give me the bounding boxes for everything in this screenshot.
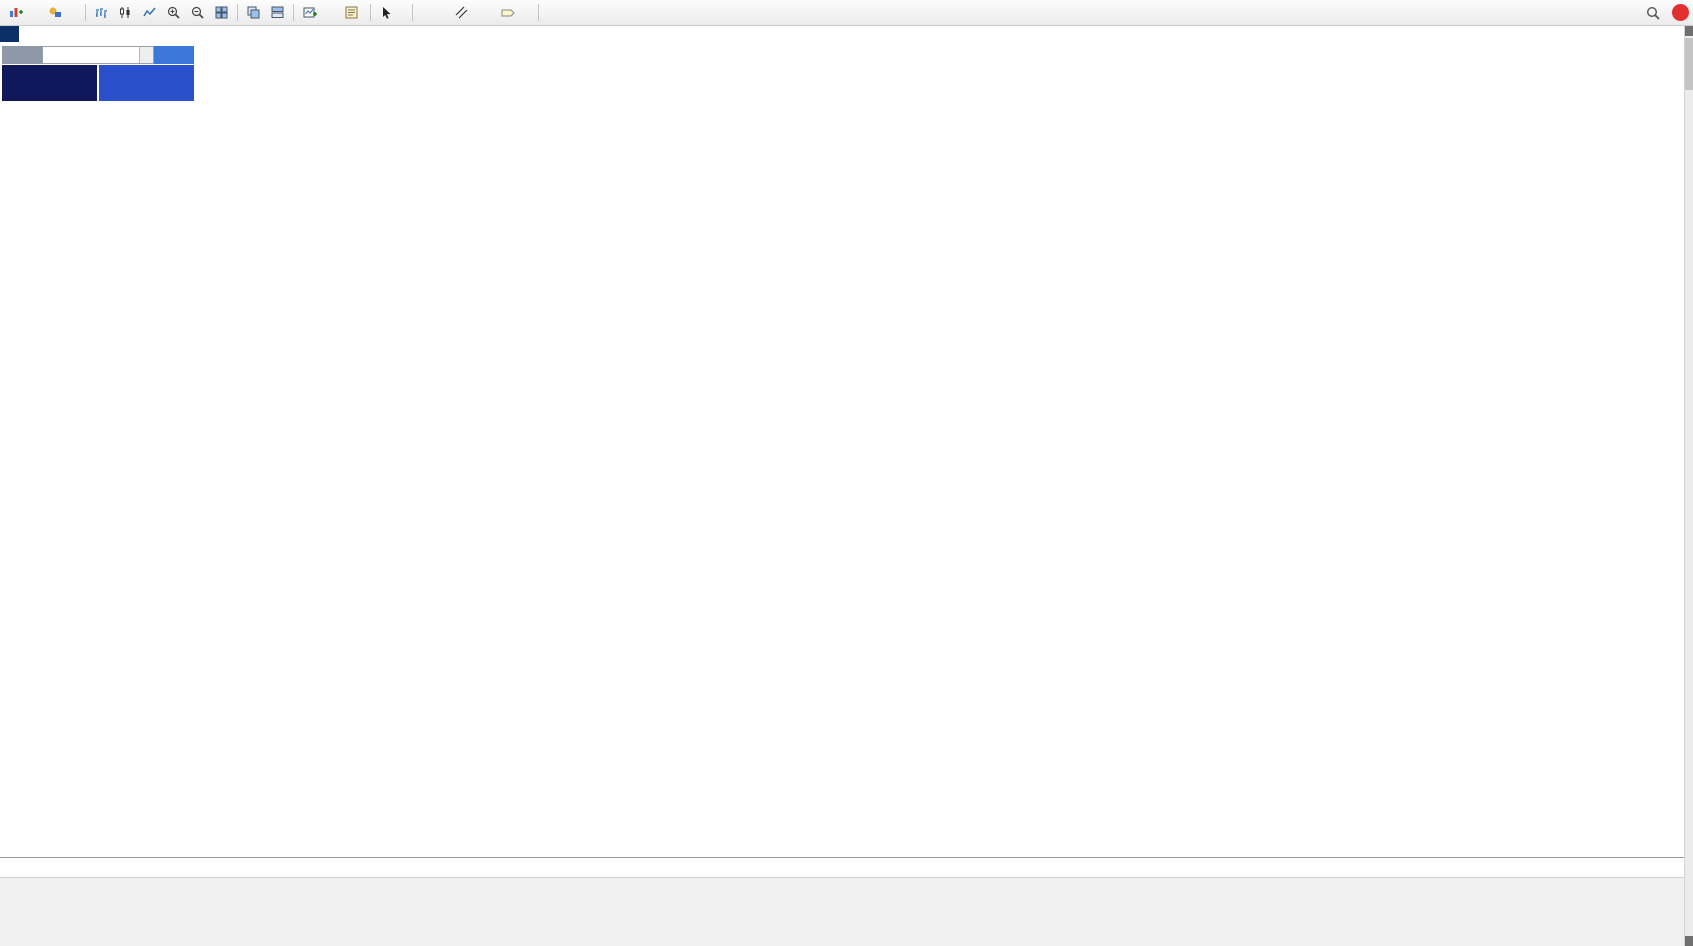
line-chart-button[interactable] <box>138 3 161 23</box>
toolbar-separator <box>412 4 413 21</box>
toolbar-separator <box>237 4 238 21</box>
text-tool-button[interactable] <box>485 3 495 23</box>
cursor-icon <box>383 7 391 19</box>
text-label-tool-button[interactable] <box>496 3 520 23</box>
candle-chart-button[interactable] <box>114 3 137 23</box>
profiles-button[interactable] <box>326 3 339 23</box>
expert-advisors-icon <box>49 7 61 17</box>
templates-icon <box>345 6 358 19</box>
cascade-windows-icon <box>247 6 260 19</box>
sell-button[interactable] <box>2 46 42 64</box>
volume-stepper <box>139 47 153 63</box>
search-icon <box>1646 6 1660 20</box>
scroll-up-button[interactable] <box>1685 26 1693 36</box>
notification-badge[interactable] <box>1672 4 1689 21</box>
volume-input[interactable] <box>43 47 139 63</box>
new-chart-button[interactable] <box>298 3 325 23</box>
trendline-tool-button[interactable] <box>439 3 449 23</box>
channel-icon <box>455 6 468 19</box>
text-label-icon <box>501 9 515 16</box>
buy-price-button[interactable] <box>99 65 194 101</box>
macd-panel[interactable] <box>0 541 1693 701</box>
bottom-filler <box>0 877 1693 946</box>
toolbar-separator <box>538 4 539 21</box>
zoom-out-icon <box>191 6 204 19</box>
bar-chart-button[interactable] <box>90 3 113 23</box>
channel-tool-button[interactable] <box>450 3 473 23</box>
volume-field <box>42 46 154 64</box>
crosshair-button[interactable] <box>398 3 408 23</box>
vertical-scrollbar[interactable] <box>1684 26 1693 946</box>
tile-windows-button[interactable] <box>210 3 233 23</box>
chart-title-bar <box>0 26 19 42</box>
tile-windows-icon <box>215 6 228 19</box>
one-click-trading-panel <box>2 46 194 101</box>
autotrading-button[interactable] <box>68 3 81 23</box>
horizontal-line-tool-button[interactable] <box>428 3 438 23</box>
new-order-icon <box>10 8 23 17</box>
candle-chart-icon <box>120 7 130 18</box>
time-axis <box>0 857 1685 878</box>
bar-chart-icon <box>96 8 107 18</box>
cursor-button[interactable] <box>375 3 397 23</box>
templates-button[interactable] <box>340 3 366 23</box>
expert-advisors-button[interactable] <box>43 3 67 23</box>
arrange-windows-button[interactable] <box>266 3 289 23</box>
rsi-panel[interactable] <box>0 701 1693 857</box>
toolbar-separator <box>85 4 86 21</box>
sell-price-button[interactable] <box>2 65 97 101</box>
fibonacci-tool-button[interactable] <box>474 3 484 23</box>
volume-up-icon[interactable] <box>140 47 153 55</box>
vertical-line-tool-button[interactable] <box>417 3 427 23</box>
line-chart-icon <box>143 7 156 17</box>
new-chart-icon <box>303 7 317 18</box>
toolbar-separator <box>293 4 294 21</box>
zoom-in-icon <box>167 6 180 19</box>
volume-down-icon[interactable] <box>140 55 153 63</box>
toolbar-separator <box>370 4 371 21</box>
cascade-windows-button[interactable] <box>242 3 265 23</box>
search-button[interactable] <box>1641 3 1665 23</box>
scrollbar-thumb[interactable] <box>1685 38 1693 90</box>
new-order-button[interactable] <box>4 3 31 23</box>
scroll-down-button[interactable] <box>1685 936 1693 946</box>
toolbar <box>0 0 1693 26</box>
arrows-tool-button[interactable] <box>521 3 534 23</box>
zoom-out-button[interactable] <box>186 3 209 23</box>
arrange-windows-icon <box>271 6 284 18</box>
buy-button[interactable] <box>154 46 194 64</box>
zoom-in-button[interactable] <box>162 3 185 23</box>
metaeditor-button[interactable] <box>32 3 42 23</box>
main-chart[interactable] <box>0 26 1693 541</box>
